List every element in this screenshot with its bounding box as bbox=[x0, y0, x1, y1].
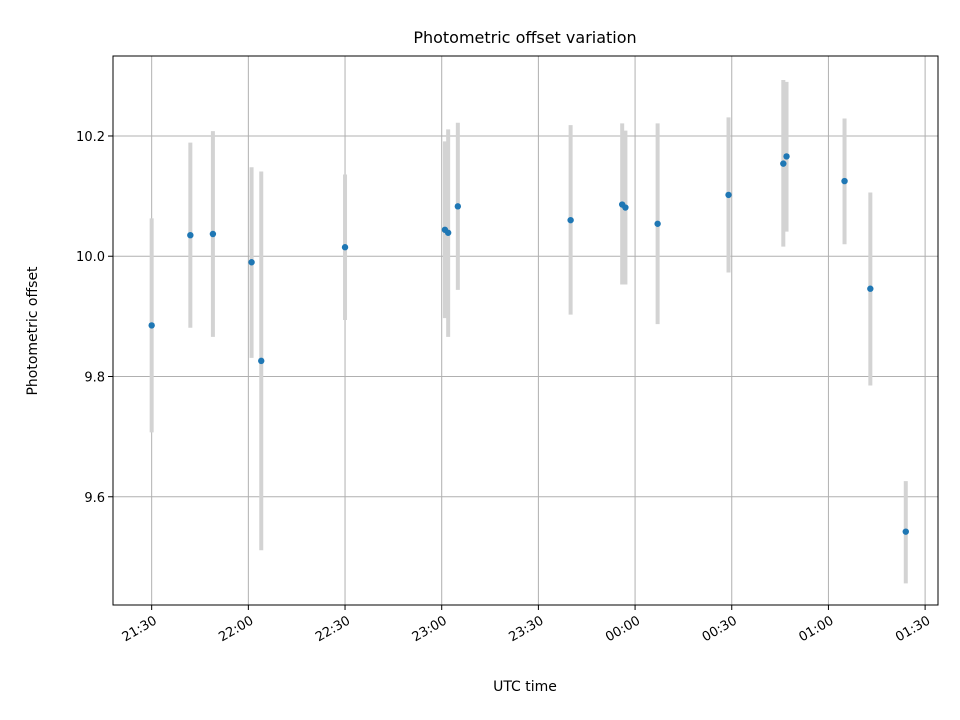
x-axis-label: UTC time bbox=[493, 679, 557, 695]
data-point bbox=[654, 220, 661, 227]
data-point bbox=[867, 285, 874, 292]
data-point bbox=[783, 153, 790, 160]
data-point bbox=[780, 160, 787, 167]
data-point bbox=[841, 177, 848, 185]
plot-frame bbox=[112, 55, 939, 606]
data-point bbox=[444, 229, 452, 236]
data-point bbox=[148, 322, 155, 329]
y-tick-label: 9.6 bbox=[84, 491, 105, 506]
data-points bbox=[148, 153, 909, 535]
data-point bbox=[454, 203, 462, 210]
y-tick-label: 10.0 bbox=[76, 250, 105, 265]
data-point bbox=[248, 259, 255, 266]
chart-title: Photometric offset variation bbox=[413, 28, 636, 47]
data-point bbox=[258, 357, 265, 365]
data-point bbox=[187, 231, 194, 239]
data-point bbox=[622, 204, 629, 211]
data-point bbox=[209, 230, 217, 238]
data-point bbox=[902, 528, 909, 535]
data-point bbox=[725, 191, 732, 199]
y-tick-label: 9.8 bbox=[84, 371, 105, 386]
data-point bbox=[341, 244, 349, 251]
y-tick-label: 10.2 bbox=[76, 130, 105, 145]
y-axis-label: Photometric offset bbox=[25, 266, 41, 396]
data-point bbox=[567, 216, 574, 224]
y-axis-ticks: 9.6 9.8 10.0 10.2 bbox=[76, 130, 113, 506]
